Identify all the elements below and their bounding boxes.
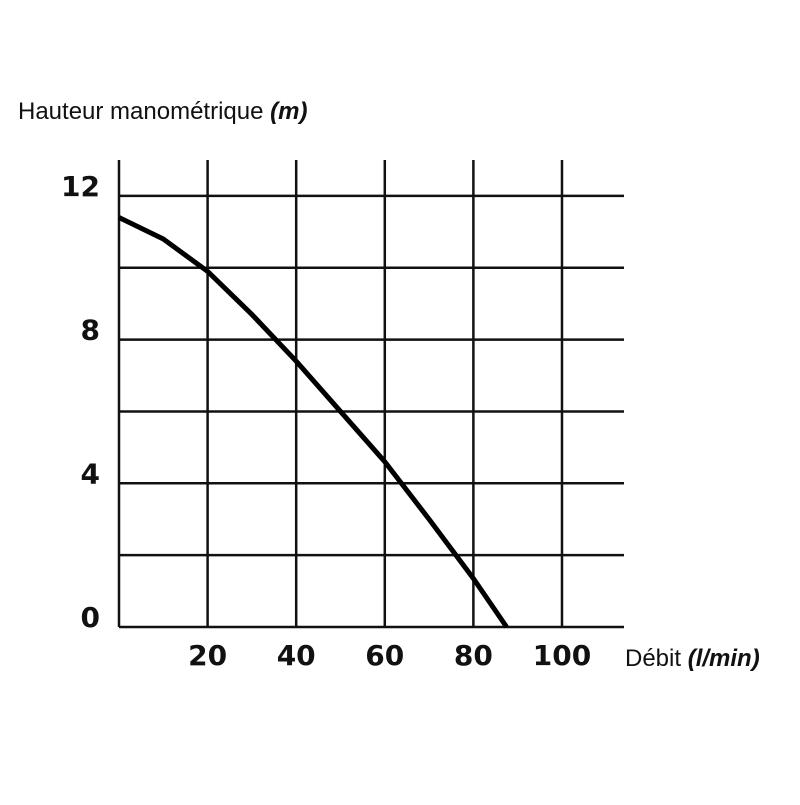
y-tick-label: 12 — [61, 170, 100, 203]
x-tick-label: 20 — [188, 639, 227, 672]
y-axis-label: Hauteur manométrique (m) — [18, 98, 307, 125]
x-tick-label: 100 — [533, 639, 591, 672]
x-axis-label: Débit (l/min) — [625, 645, 760, 672]
curve — [117, 215, 509, 629]
x-tick-label: 40 — [277, 639, 316, 672]
y-tick-label: 8 — [81, 314, 100, 347]
y-tick-label: 4 — [81, 457, 100, 490]
x-tick-label: 80 — [454, 639, 493, 672]
y-tick-label: 0 — [81, 601, 100, 634]
x-tick-label: 60 — [365, 639, 404, 672]
